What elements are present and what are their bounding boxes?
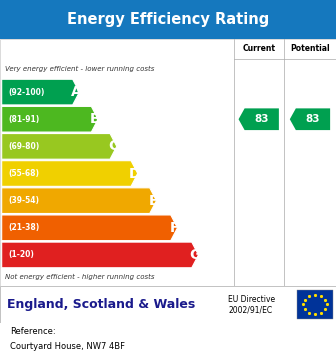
Polygon shape	[2, 242, 199, 268]
Polygon shape	[290, 108, 330, 130]
Polygon shape	[2, 106, 98, 132]
Text: Reference:: Reference:	[10, 328, 56, 337]
Text: 83: 83	[305, 114, 320, 124]
Text: 83: 83	[254, 114, 269, 124]
Text: F: F	[169, 221, 179, 235]
Text: E: E	[149, 194, 158, 208]
Text: (55-68): (55-68)	[8, 169, 39, 178]
Text: D: D	[129, 166, 140, 180]
Text: A: A	[71, 85, 81, 99]
Text: (69-80): (69-80)	[8, 142, 40, 151]
Text: 2002/91/EC: 2002/91/EC	[228, 306, 272, 315]
Text: (92-100): (92-100)	[8, 88, 45, 97]
Polygon shape	[239, 108, 279, 130]
Text: (39-54): (39-54)	[8, 196, 39, 205]
Text: England, Scotland & Wales: England, Scotland & Wales	[7, 298, 195, 311]
Text: Not energy efficient - higher running costs: Not energy efficient - higher running co…	[5, 274, 155, 280]
Text: Very energy efficient - lower running costs: Very energy efficient - lower running co…	[5, 66, 155, 72]
Text: C: C	[108, 140, 119, 153]
Polygon shape	[2, 161, 138, 186]
Text: EU Directive: EU Directive	[228, 295, 276, 305]
Polygon shape	[2, 215, 177, 241]
Polygon shape	[2, 79, 79, 105]
Text: Current: Current	[242, 44, 275, 53]
Text: (1-20): (1-20)	[8, 250, 34, 260]
Bar	[297, 290, 333, 318]
Text: Potential: Potential	[290, 44, 330, 53]
Text: Courtyard House, NW7 4BF: Courtyard House, NW7 4BF	[10, 342, 125, 350]
Text: (81-91): (81-91)	[8, 115, 40, 124]
Text: B: B	[89, 112, 100, 126]
Text: Energy Efficiency Rating: Energy Efficiency Rating	[67, 12, 269, 27]
Polygon shape	[2, 188, 157, 213]
Polygon shape	[2, 133, 117, 159]
Text: (21-38): (21-38)	[8, 223, 40, 232]
Text: G: G	[190, 248, 201, 262]
